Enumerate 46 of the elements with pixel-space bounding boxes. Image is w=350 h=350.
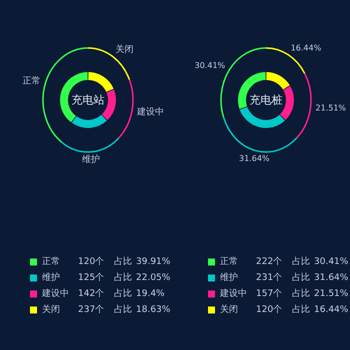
legend-label: 建设中	[219, 288, 247, 299]
slice-label: 建设中	[136, 106, 164, 118]
donut-slice	[88, 72, 114, 92]
text: 120个	[256, 304, 282, 315]
data-label: 18.63%	[136, 305, 171, 315]
slice-label: 正常	[22, 75, 40, 86]
data-label: 22.05%	[136, 273, 171, 283]
text: 31.64%	[314, 273, 348, 283]
data-label: 30.41%	[194, 60, 226, 70]
legend-label: 维护	[220, 272, 238, 283]
legend-label: 正常	[42, 256, 60, 267]
donut-slice	[72, 114, 107, 128]
text: 222个	[256, 256, 282, 267]
data-label: 31.64%	[239, 154, 270, 163]
slice-label: 维护	[82, 154, 100, 165]
text: 120个	[78, 256, 104, 267]
text: 231个	[256, 272, 282, 283]
text: 142个	[78, 288, 104, 299]
slice-label: 关闭	[116, 44, 134, 55]
text: 占比	[114, 273, 132, 283]
legend-label: 关闭	[220, 304, 238, 315]
text: 占比	[292, 305, 310, 315]
text: 16.44%	[314, 305, 348, 315]
text: 157个	[256, 288, 282, 299]
text: 占比	[114, 256, 132, 267]
text: 占比	[292, 256, 310, 267]
data-label: 19.4%	[136, 289, 166, 299]
text: 21.51%	[314, 289, 348, 299]
text: 占比	[292, 273, 310, 283]
text: 充电站	[72, 94, 104, 106]
donut-slice	[266, 72, 290, 90]
text: 占比	[114, 289, 132, 299]
data-label: 16.44%	[290, 43, 322, 52]
data-label: 21.51%	[316, 104, 346, 113]
data-label: 39.91%	[136, 257, 171, 267]
legend-label: 建设中	[41, 288, 69, 299]
text: 占比	[114, 305, 132, 315]
text: 237个	[78, 304, 104, 315]
donut-slice	[240, 106, 285, 128]
text: 充电桩	[250, 94, 282, 106]
text: 30.41%	[314, 257, 348, 267]
legend-label: 维护	[42, 272, 60, 283]
legend-label: 正常	[220, 256, 238, 267]
legend-label: 关闭	[42, 304, 60, 315]
text: 125个	[78, 272, 104, 283]
text: 占比	[292, 289, 310, 299]
